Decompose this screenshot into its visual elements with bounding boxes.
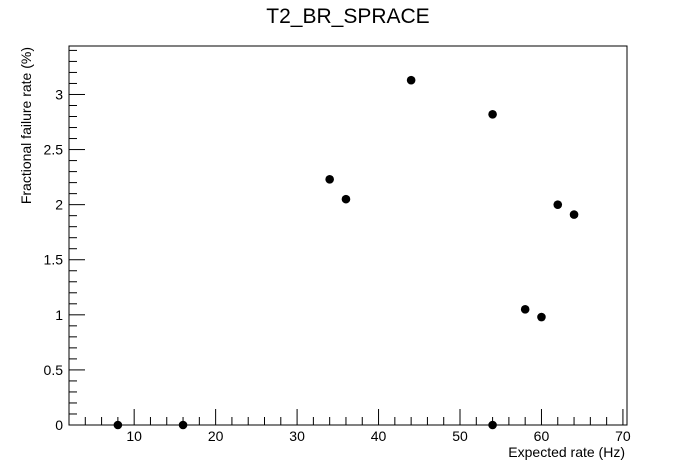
x-axis-label: Expected rate (Hz)	[508, 444, 625, 460]
data-point	[325, 175, 334, 184]
y-tick-label: 2	[55, 197, 63, 213]
data-point	[553, 200, 563, 209]
y-tick-label: 2.5	[44, 142, 64, 158]
x-tick-label: 50	[452, 428, 468, 444]
y-tick-label: 0	[55, 417, 63, 433]
data-point	[178, 420, 188, 430]
data-point	[488, 420, 497, 430]
x-tick-label: 40	[371, 428, 387, 444]
x-tick-label: 20	[208, 428, 224, 444]
y-tick-label: 1	[55, 307, 63, 323]
data-point	[488, 110, 497, 119]
data-point	[341, 194, 351, 204]
plot-frame	[68, 45, 628, 426]
data-point	[406, 75, 416, 85]
data-points	[113, 75, 579, 430]
data-point	[113, 420, 123, 430]
x-tick-label: 30	[289, 428, 305, 444]
y-tick-label: 0.5	[44, 362, 64, 378]
y-axis-label: Fractional failure rate (%)	[18, 47, 34, 204]
x-axis-ticks: 10 20 30 40 50 60 70	[68, 409, 631, 444]
x-tick-label: 10	[126, 428, 142, 444]
y-axis-ticks: 0 0.5 1 1.5 2 2.5 3	[44, 49, 85, 433]
chart-title: T2_BR_SPRACE	[266, 5, 429, 28]
x-tick-label: 70	[615, 428, 631, 444]
data-point	[537, 312, 546, 322]
data-point	[520, 305, 530, 314]
data-point	[569, 210, 579, 219]
y-tick-label: 3	[55, 86, 63, 102]
x-tick-label: 60	[534, 428, 550, 444]
y-tick-label: 1.5	[44, 252, 64, 268]
